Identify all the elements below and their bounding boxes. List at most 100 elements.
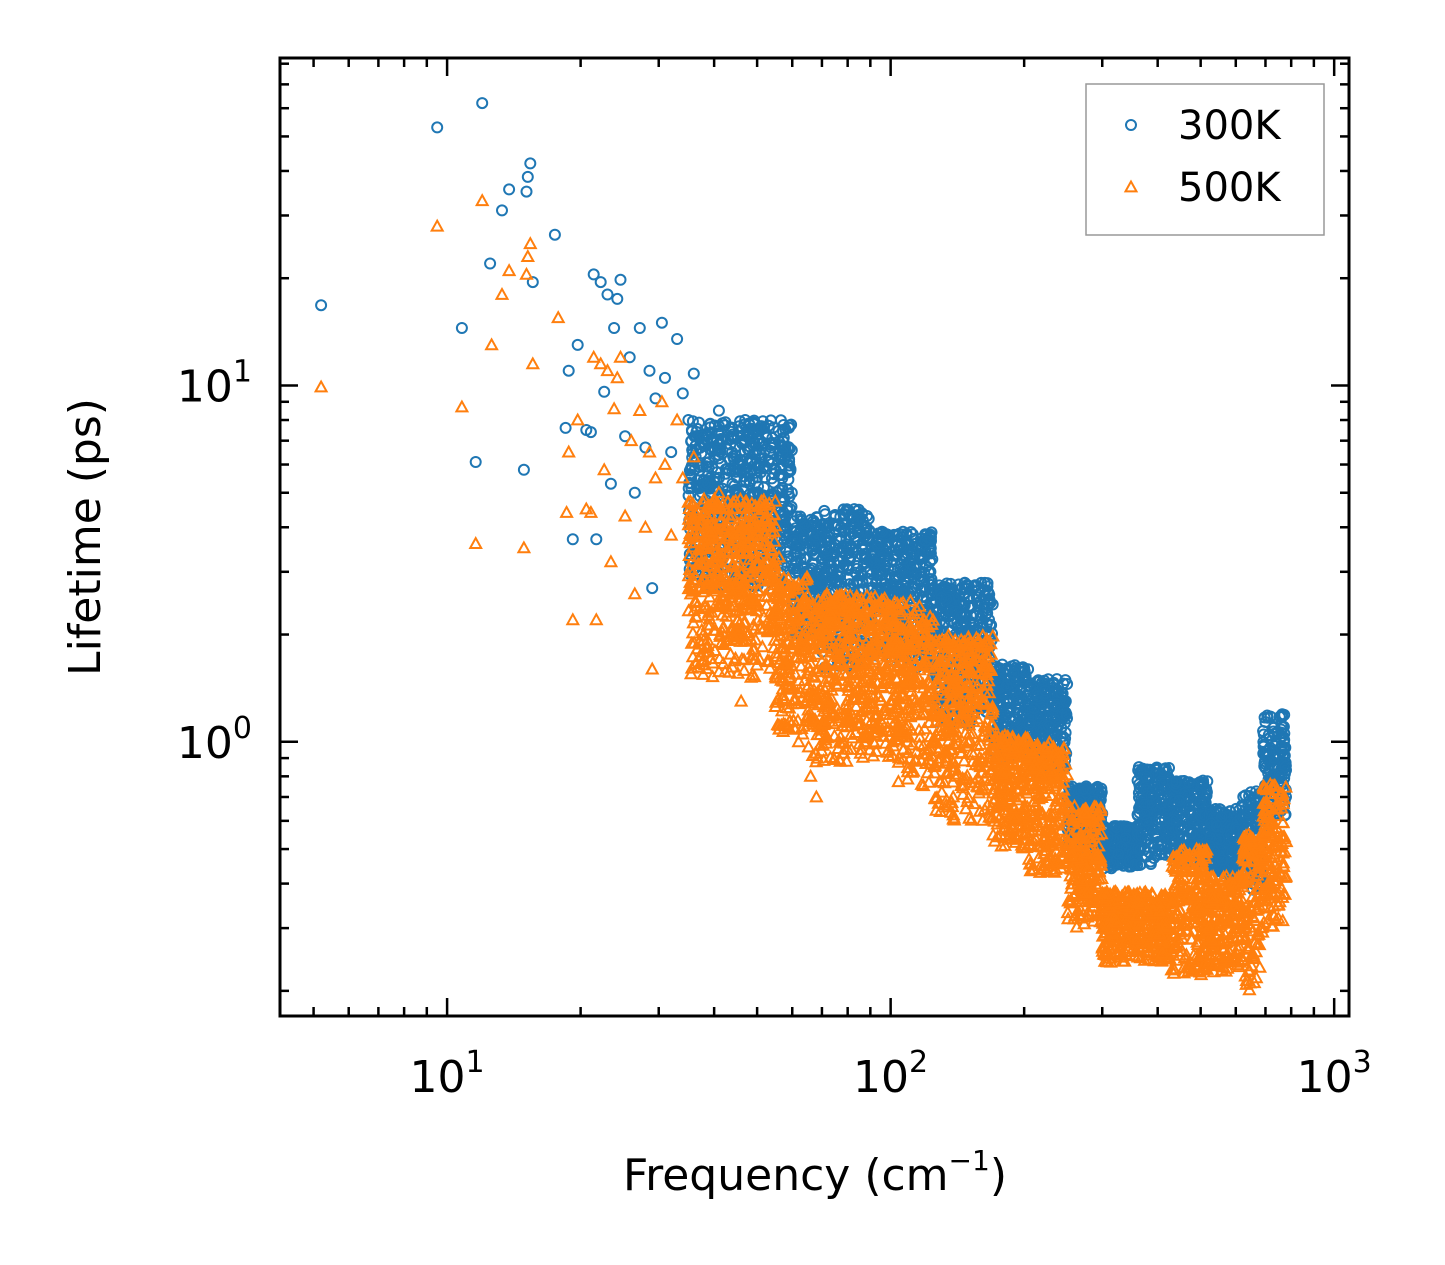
data-point (981, 602, 994, 614)
data-point (819, 589, 835, 603)
data-point (697, 554, 713, 568)
data-point (776, 445, 789, 458)
data-point (964, 599, 977, 612)
data-point (841, 627, 856, 641)
data-point (870, 574, 883, 587)
data-point (643, 364, 656, 377)
data-point (608, 322, 621, 334)
data-point (775, 496, 788, 508)
data-point (907, 545, 920, 558)
data-point (867, 709, 882, 722)
data-point (1244, 786, 1257, 799)
data-point (830, 701, 845, 715)
data-point (707, 583, 722, 597)
data-point (655, 316, 668, 329)
data-point (760, 572, 776, 586)
data-point (877, 600, 892, 614)
series-500K (313, 193, 1294, 996)
data-point (820, 550, 833, 563)
data-point (1004, 705, 1017, 718)
data-point (781, 602, 796, 616)
data-point (827, 615, 842, 629)
data-point (1146, 785, 1159, 798)
data-point (1262, 729, 1275, 741)
data-point (945, 604, 958, 617)
data-point (1000, 679, 1013, 692)
data-point (860, 632, 876, 646)
data-point (1049, 700, 1061, 713)
data-point (431, 121, 444, 134)
data-point (715, 539, 730, 552)
series-layer (313, 97, 1294, 996)
data-point (747, 568, 762, 582)
data-point (700, 576, 716, 590)
data-point (794, 553, 807, 566)
data-point (863, 714, 879, 728)
data-point (1216, 854, 1229, 867)
data-point (747, 447, 760, 460)
data-point (809, 664, 824, 678)
data-point (1138, 808, 1151, 821)
data-point (867, 721, 882, 734)
data-point (685, 481, 698, 494)
data-point (918, 552, 931, 564)
data-point (1183, 800, 1196, 813)
data-point (598, 385, 611, 398)
data-point (726, 477, 739, 490)
data-point (710, 507, 726, 521)
data-point (1173, 794, 1186, 807)
data-point (503, 183, 516, 196)
data-point (854, 655, 869, 669)
data-point (1276, 708, 1289, 721)
data-point (997, 715, 1010, 728)
data-point (1042, 720, 1055, 733)
data-point (683, 534, 698, 548)
data-point (723, 646, 738, 660)
data-point (683, 577, 699, 591)
data-point (646, 582, 659, 595)
data-point (1172, 822, 1185, 835)
data-point (711, 597, 726, 611)
data-point (815, 721, 830, 735)
data-point (779, 676, 794, 690)
data-point (880, 744, 895, 758)
data-point (694, 654, 710, 667)
data-point (845, 730, 860, 744)
data-point (748, 534, 764, 548)
data-point (1056, 702, 1069, 715)
data-point (1215, 811, 1228, 823)
data-point (859, 728, 875, 742)
data-point (958, 576, 971, 589)
data-point (935, 591, 948, 604)
data-point (800, 588, 815, 602)
data-point (859, 713, 874, 726)
data-point (732, 615, 748, 629)
data-point (1115, 840, 1128, 853)
data-point (705, 669, 720, 683)
data-point (722, 664, 737, 678)
data-point (736, 509, 751, 523)
data-point (727, 501, 743, 515)
data-point (484, 257, 497, 270)
data-point (862, 742, 877, 756)
data-point (628, 486, 641, 499)
data-point (957, 608, 970, 621)
data-point (776, 482, 789, 494)
data-point (821, 520, 834, 533)
data-point (760, 589, 775, 602)
data-point (793, 658, 809, 672)
data-point (777, 718, 793, 732)
data-point (864, 590, 879, 604)
data-point (970, 579, 983, 592)
data-point (712, 424, 725, 437)
data-point (824, 641, 840, 655)
data-point (1150, 849, 1163, 862)
data-point (856, 514, 869, 527)
data-point (687, 367, 700, 380)
data-point (864, 609, 879, 623)
data-point (836, 665, 851, 679)
data-point (847, 628, 863, 642)
data-point (979, 584, 992, 596)
data-point (869, 743, 884, 757)
data-point (757, 509, 773, 523)
